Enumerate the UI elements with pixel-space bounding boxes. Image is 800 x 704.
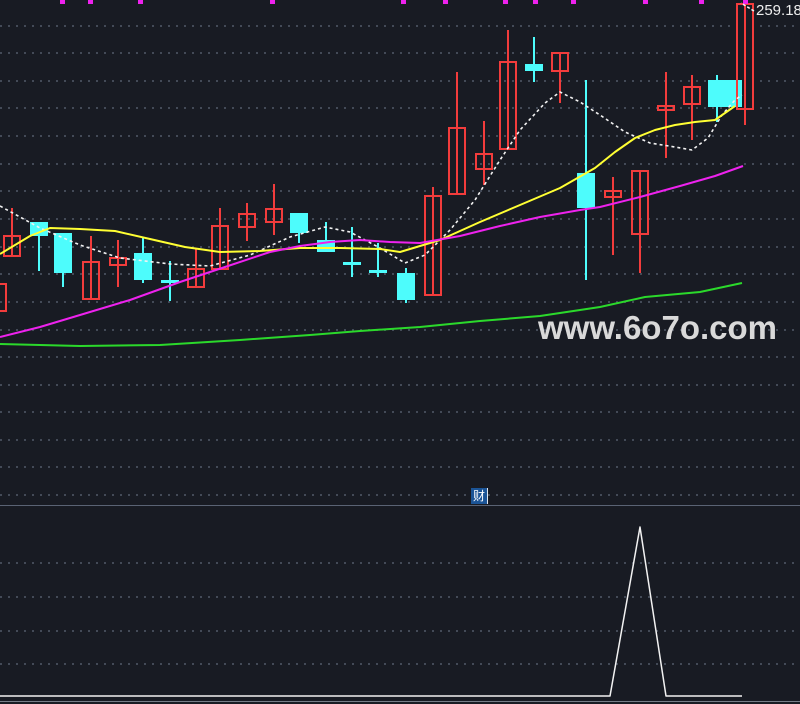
gridline (0, 596, 800, 598)
candlestick (604, 190, 622, 198)
gridline (0, 52, 800, 54)
gridline (0, 494, 800, 496)
candle-wick (351, 227, 353, 277)
gridline (0, 466, 800, 468)
signal-tick (533, 0, 538, 4)
candlestick (448, 127, 466, 195)
candlestick (683, 86, 701, 105)
window-bottom-border (0, 701, 800, 702)
gridline (0, 329, 800, 331)
candle-wick (38, 222, 40, 271)
gridline (0, 411, 800, 413)
ma-line-magenta (0, 165, 744, 338)
candle-wick (246, 203, 248, 241)
candlestick (736, 3, 754, 110)
candlestick (525, 64, 543, 71)
candle-wick (456, 72, 458, 195)
indicator-spike-line (0, 526, 742, 697)
candle-wick (559, 52, 561, 103)
ma-line-yellow (0, 105, 736, 255)
candle-wick (507, 30, 509, 150)
gridline (0, 163, 800, 165)
candlestick (82, 261, 100, 300)
candlestick (134, 253, 152, 280)
candle-wick (691, 75, 693, 140)
candlestick (475, 153, 493, 170)
signal-tick (643, 0, 648, 4)
signal-tick (138, 0, 143, 4)
candle-wick (219, 208, 221, 270)
candle-wick (533, 37, 535, 82)
candlestick (0, 283, 7, 312)
signal-tick (401, 0, 406, 4)
signal-tick (571, 0, 576, 4)
candle-wick (665, 72, 667, 158)
candle-wick (117, 240, 119, 287)
indicator-name-label[interactable]: 财 (471, 488, 489, 504)
candlestick (551, 52, 569, 72)
signal-tick (503, 0, 508, 4)
signal-tick (699, 0, 704, 4)
gridline (0, 439, 800, 441)
candlestick (290, 213, 308, 233)
candlestick (657, 105, 675, 111)
candle-wick (744, 0, 746, 125)
gridline (0, 80, 800, 82)
candlestick (369, 270, 387, 273)
signal-tick (60, 0, 65, 4)
candle-wick (377, 243, 379, 277)
candle-wick (11, 208, 13, 257)
candlestick (161, 280, 179, 283)
candlestick (187, 268, 205, 288)
signal-tick (270, 0, 275, 4)
panel-divider (0, 505, 800, 506)
gridline (0, 218, 800, 220)
gridline (0, 190, 800, 192)
candle-wick (90, 236, 92, 300)
candle-wick (612, 177, 614, 255)
candle-wick (325, 222, 327, 252)
candlestick (631, 170, 649, 235)
candlestick (30, 222, 48, 236)
ma-line-green (0, 282, 743, 347)
candlestick (397, 273, 415, 300)
gridline (0, 384, 800, 386)
last-price-label: 259.18 (756, 2, 800, 19)
candlestick (238, 213, 256, 228)
candlestick (708, 80, 726, 107)
gridline (0, 107, 800, 109)
signal-tick (743, 0, 748, 4)
candlestick (109, 257, 127, 266)
gridline (0, 246, 800, 248)
candlestick (3, 235, 21, 257)
signal-tick (443, 0, 448, 4)
candlestick (54, 233, 72, 273)
pointer-dash (740, 2, 755, 12)
gridline (0, 135, 800, 137)
gridline (0, 663, 800, 665)
gridline (0, 25, 800, 27)
candlestick (265, 208, 283, 223)
candle-wick (639, 170, 641, 273)
signal-tick (88, 0, 93, 4)
gridline (0, 356, 800, 358)
watermark: www.6o7o.com (538, 309, 777, 346)
gridline (0, 562, 800, 564)
gridline (0, 630, 800, 632)
gridline (0, 301, 800, 303)
candlestick (577, 173, 595, 208)
candlestick (343, 262, 361, 265)
